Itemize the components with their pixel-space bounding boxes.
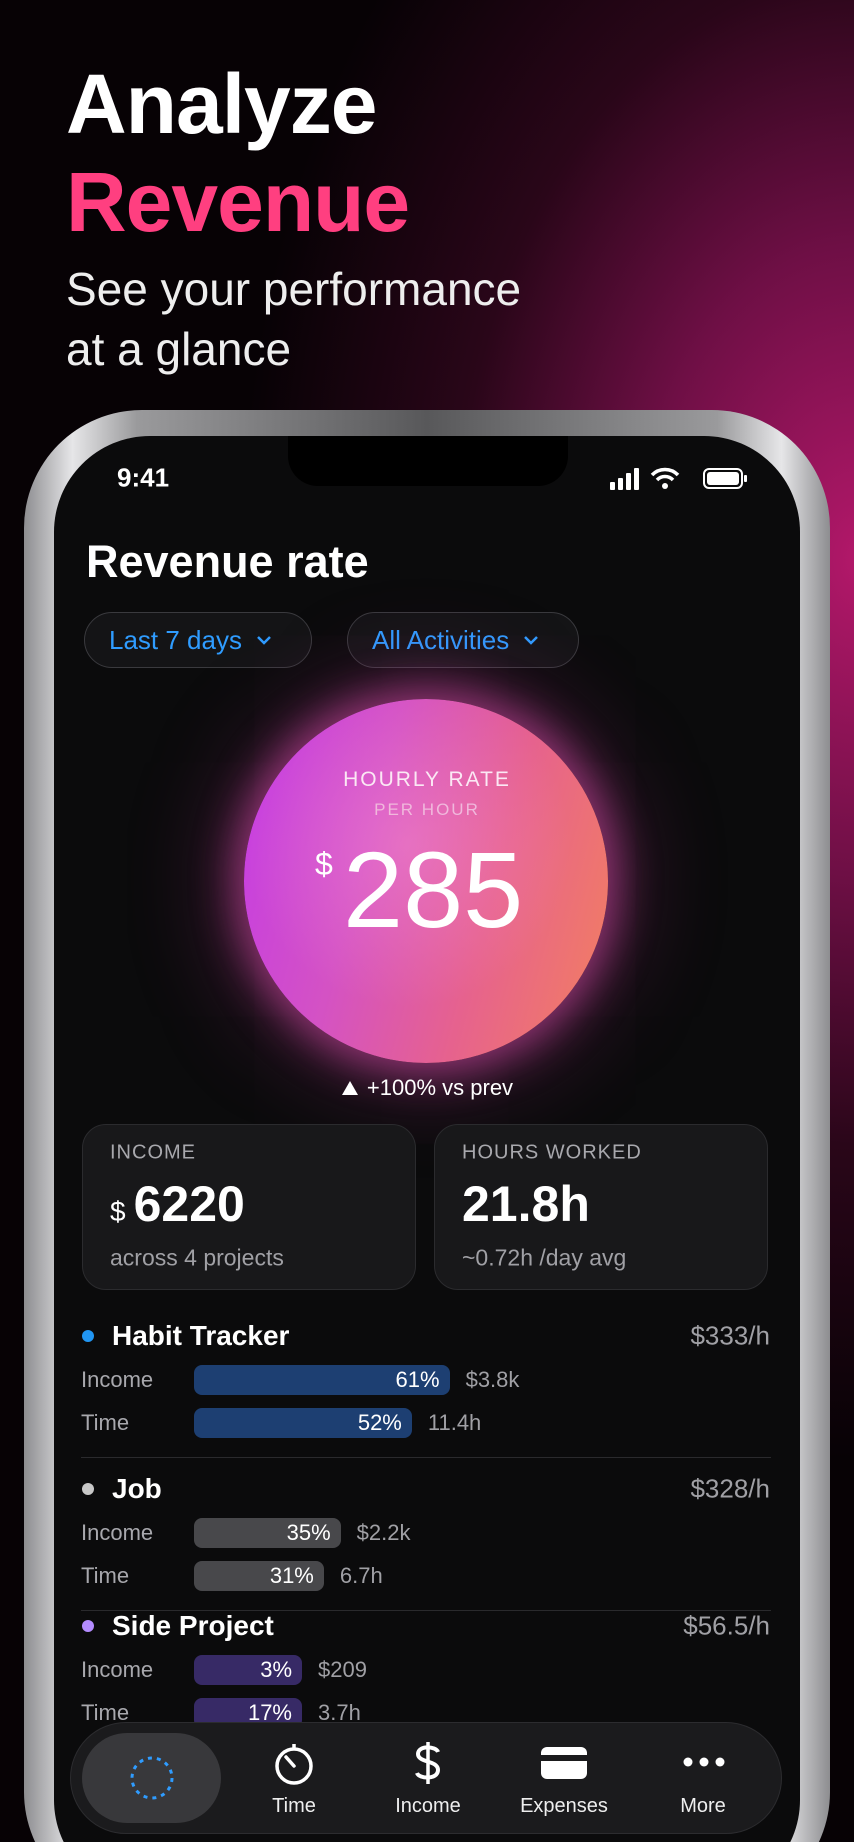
tab-label[interactable]: Income [395, 1795, 461, 1817]
project-name: Job [112, 1473, 162, 1504]
tab-icon-rate [130, 1756, 174, 1800]
row-label: Income [81, 1367, 154, 1392]
share-label: 3% [260, 1657, 292, 1682]
up-triangle [341, 1081, 358, 1095]
chevron [524, 636, 539, 645]
subtitle: See your performance [66, 263, 522, 315]
share-row: 52% 11.4h [194, 1408, 481, 1438]
rate-orb [244, 699, 608, 1063]
hours-card: HOURS WORKED 21.8h ~0.72h /day avg [434, 1124, 768, 1290]
share-bar: 61% [194, 1365, 450, 1395]
tab-icon-more[interactable] [682, 1756, 726, 1768]
rate-currency: $ [315, 846, 333, 882]
rate-sublabel: PER HOUR [374, 800, 480, 819]
share-amount: $2.2k [356, 1520, 411, 1545]
share-label: 35% [286, 1520, 331, 1545]
share-amount: 3.7h [318, 1700, 361, 1725]
project-dot [82, 1620, 94, 1632]
share-label: 61% [395, 1367, 440, 1392]
headline: Analyze [66, 57, 377, 151]
card-value: 21.8h [462, 1176, 590, 1232]
share-label: 52% [357, 1410, 402, 1435]
active-tab[interactable] [82, 1733, 221, 1823]
project-name: Side Project [112, 1610, 274, 1641]
project-rate: $333/h [690, 1320, 770, 1351]
share-label: 31% [269, 1563, 314, 1588]
card-label: HOURS WORKED [462, 1141, 642, 1164]
subtitle: at a glance [66, 323, 292, 375]
divider [81, 1610, 771, 1611]
share-row: 3% $209 [194, 1655, 367, 1685]
share-bar: 31% [194, 1561, 324, 1591]
row-label: Income [81, 1520, 154, 1545]
share-row: 35% $2.2k [194, 1518, 410, 1548]
project-name: Habit Tracker [112, 1320, 290, 1351]
rate-change-text: +100% vs prev [366, 1075, 514, 1100]
status-icons [610, 467, 747, 490]
card-label: INCOME [110, 1141, 196, 1164]
filter-pill[interactable]: All Activities [347, 612, 579, 668]
card-value: 6220 [133, 1176, 245, 1232]
card-note: ~0.72h /day avg [462, 1244, 627, 1271]
share-bar: 35% [194, 1518, 341, 1548]
divider [81, 1457, 771, 1458]
notch [288, 436, 568, 486]
card-currency: $ [110, 1196, 126, 1227]
row-label: Time [81, 1563, 130, 1588]
share-bar: 52% [194, 1408, 412, 1438]
screen-title: Revenue rate [86, 536, 369, 587]
share-label: 17% [247, 1700, 292, 1725]
share-row: 31% 6.7h [194, 1561, 383, 1591]
project-rate: $56.5/h [683, 1610, 770, 1641]
share-amount: 6.7h [339, 1563, 383, 1588]
rate-label: HOURLY RATE [343, 768, 511, 791]
project-dot [82, 1330, 94, 1342]
filter-label: All Activities [372, 624, 510, 655]
tab-label[interactable]: Expenses [520, 1795, 608, 1817]
income-card: INCOME $ 6220 across 4 projects [82, 1124, 416, 1290]
rate-value: 285 [343, 829, 524, 950]
tab-label[interactable]: More [680, 1795, 726, 1817]
status-time: 9:41 [117, 462, 170, 493]
tab-icon-income[interactable] [412, 1740, 444, 1786]
row-label: Income [81, 1657, 154, 1682]
row-label: Time [81, 1410, 130, 1435]
filter-label: Last 7 days [109, 624, 242, 655]
share-row: 61% $3.8k [194, 1365, 519, 1395]
chevron [257, 636, 271, 645]
tab-icon-expenses[interactable] [540, 1745, 588, 1781]
project-rate: $328/h [690, 1473, 770, 1504]
tab-label[interactable]: Time [272, 1795, 316, 1817]
headline-highlight: Revenue [66, 155, 410, 249]
share-bar: 3% [194, 1655, 302, 1685]
row-label: Time [81, 1700, 130, 1725]
card-note: across 4 projects [110, 1244, 284, 1271]
card-value-group: $ 6220 [110, 1175, 245, 1233]
share-amount: $3.8k [465, 1367, 520, 1392]
tab-icon-time[interactable] [272, 1742, 316, 1786]
rate-change: +100% vs prev [0, 1075, 854, 1101]
share-amount: 11.4h [427, 1410, 482, 1435]
filter-pill[interactable]: Last 7 days [84, 612, 312, 668]
share-amount: $209 [318, 1657, 367, 1682]
project-dot [82, 1483, 94, 1495]
